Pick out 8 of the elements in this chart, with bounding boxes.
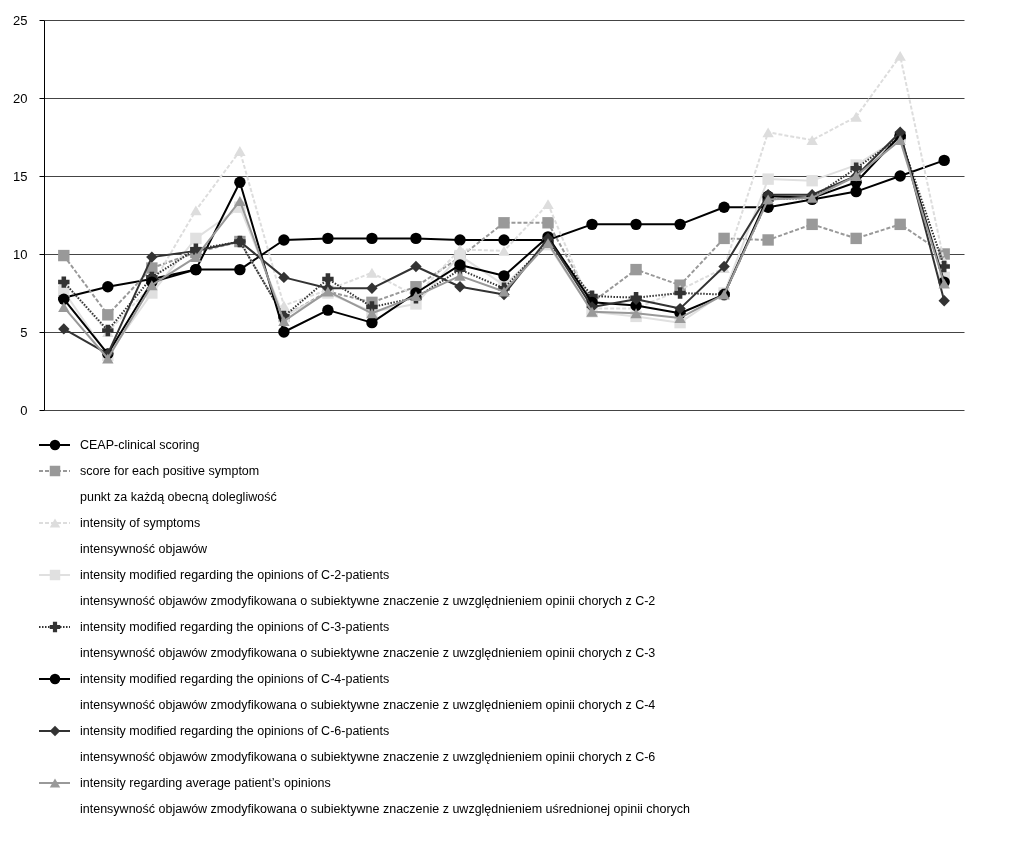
legend-label: intensity regarding average patient’s opinions intensywność objawów zmodyfikowana o subiektywne znaczenie z uwzględnieniem uśrednionej opinii chorych	[80, 776, 691, 816]
y-tick-label: 15	[13, 168, 28, 184]
legend-label: CEAP-clinical scoring	[80, 438, 200, 452]
y-tick-label: 25	[13, 12, 28, 28]
y-tick-label: 5	[20, 324, 28, 340]
y-tick-label: 20	[13, 90, 28, 106]
y-tick-label: 10	[13, 246, 28, 262]
y-tick-label: 0	[20, 402, 28, 418]
